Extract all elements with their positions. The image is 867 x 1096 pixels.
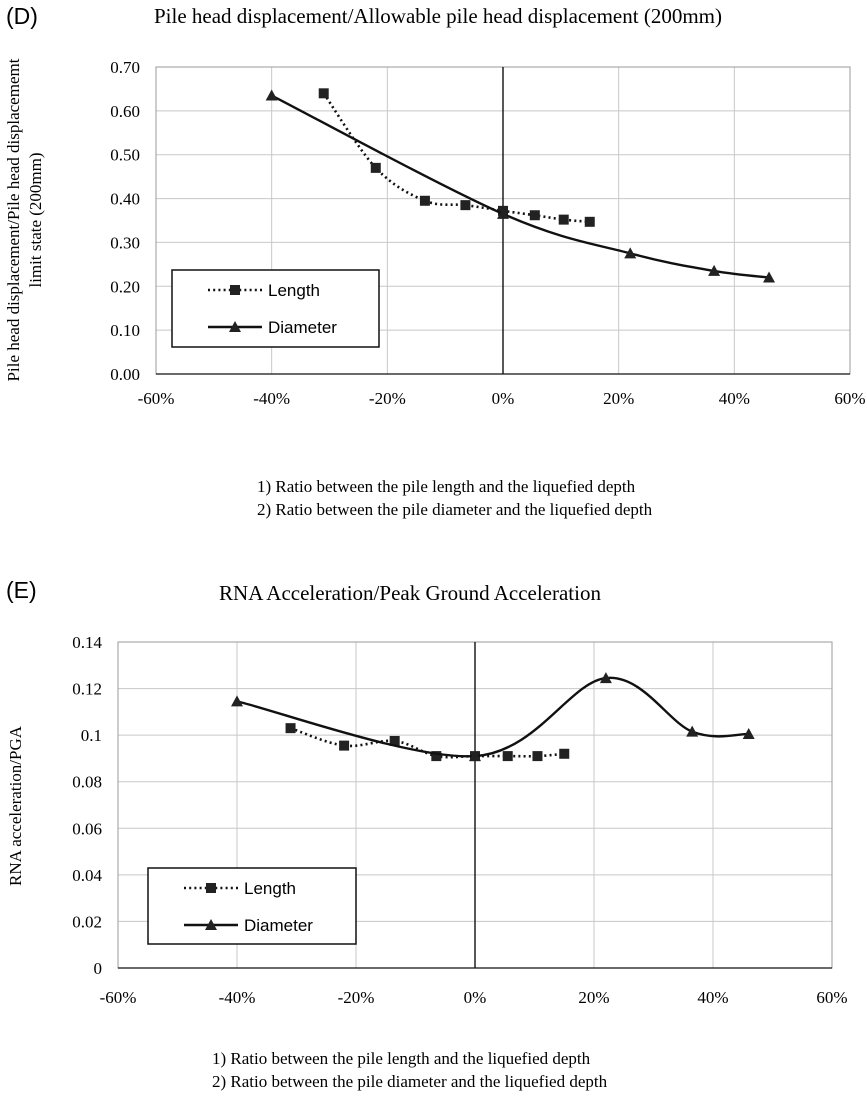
y-tick-label: 0: [94, 959, 103, 978]
y-tick-label: 0.10: [110, 321, 140, 340]
chart-title: Pile head displacement/Allowable pile he…: [154, 4, 722, 28]
series-line-diameter: [271, 94, 770, 279]
y-tick-label: 0.14: [72, 633, 102, 652]
data-point-length: [339, 740, 350, 751]
chart-panel-0: (D) Pile head displacement/Allowable pile…: [4, 3, 866, 519]
x-tick-label: 40%: [719, 389, 750, 408]
data-point-length: [460, 200, 471, 211]
data-point-diameter: [265, 89, 278, 101]
y-tick-label: 0.04: [72, 866, 102, 885]
y-tick-label: 0.00: [110, 365, 140, 384]
data-point-diameter: [469, 750, 481, 762]
y-tick-label: 0.02: [72, 912, 102, 931]
legend: Length Diameter: [171, 269, 380, 348]
x-tick-label: -40%: [253, 389, 290, 408]
data-point-diameter: [599, 672, 612, 684]
x-tick-label: -20%: [369, 389, 406, 408]
x-tick-label: 60%: [834, 389, 865, 408]
legend-label-diameter: Diameter: [268, 318, 337, 337]
data-point-diameter: [742, 727, 755, 739]
legend-marker-length: [206, 883, 216, 893]
chart-panel-1: (E) RNA Acceleration/Peak Ground Accelera…: [6, 577, 848, 1091]
data-point-length: [285, 723, 296, 734]
data-point-length: [502, 751, 513, 762]
series-line-diameter: [236, 676, 749, 758]
y-tick-label: 0.30: [110, 233, 140, 252]
data-point-length: [529, 210, 540, 221]
y-tick-label: 0.60: [110, 102, 140, 121]
legend-marker-length: [230, 285, 240, 295]
data-point-diameter: [231, 695, 243, 707]
legend-box: [147, 867, 357, 945]
y-tick-label: 0.06: [72, 819, 102, 838]
chart-title: RNA Acceleration/Peak Ground Acceleratio…: [219, 581, 601, 605]
y-axis-label: RNA acceleration/PGA: [6, 725, 25, 886]
legend: Length Diameter: [147, 867, 357, 945]
legend-label-length: Length: [244, 879, 296, 898]
data-point-length: [318, 88, 329, 99]
x-tick-label: -40%: [219, 988, 256, 1007]
y-tick-label: 0.08: [72, 773, 102, 792]
data-point-length: [559, 748, 570, 759]
data-point-diameter: [763, 271, 776, 283]
panel-label: (D): [6, 3, 38, 29]
x-tick-label: 0%: [492, 389, 515, 408]
footnote: 1) Ratio between the pile length and the…: [257, 477, 636, 496]
y-tick-label: 0.50: [110, 146, 140, 165]
footnote: 2) Ratio between the pile diameter and t…: [257, 500, 653, 519]
series-diameter: [265, 89, 776, 283]
x-tick-label: 40%: [697, 988, 728, 1007]
data-point-diameter: [708, 264, 721, 276]
series-diameter: [231, 672, 755, 762]
x-tick-label: -60%: [138, 389, 175, 408]
y-tick-label: 0.1: [81, 726, 102, 745]
series-line-length: [322, 92, 590, 224]
data-point-length: [532, 751, 543, 762]
data-point-length: [584, 216, 595, 227]
data-point-length: [389, 735, 400, 746]
y-tick-label: 0.12: [72, 680, 102, 699]
x-tick-label: -60%: [100, 988, 137, 1007]
legend-box: [171, 269, 380, 348]
data-point-length: [419, 195, 430, 206]
panel-label: (E): [6, 577, 37, 603]
data-point-diameter: [497, 207, 509, 219]
legend-label-diameter: Diameter: [244, 916, 313, 935]
y-tick-label: 0.20: [110, 277, 140, 296]
footnote: 2) Ratio between the pile diameter and t…: [212, 1072, 608, 1091]
y-tick-label: 0.40: [110, 190, 140, 209]
x-tick-label: 60%: [816, 988, 847, 1007]
data-point-diameter: [686, 725, 699, 737]
series-length: [318, 88, 595, 227]
x-tick-label: -20%: [338, 988, 375, 1007]
data-point-length: [558, 214, 569, 225]
data-point-diameter: [624, 247, 637, 259]
y-tick-label: 0.70: [110, 58, 140, 77]
y-axis-label: Pile head displacement/Pile head displac…: [4, 58, 23, 381]
footnote: 1) Ratio between the pile length and the…: [212, 1049, 591, 1068]
legend-marker-diameter: [229, 321, 241, 332]
x-tick-label: 20%: [603, 389, 634, 408]
data-point-length: [431, 751, 442, 762]
legend-marker-diameter: [205, 919, 217, 930]
x-tick-label: 0%: [464, 988, 487, 1007]
data-point-length: [370, 162, 381, 173]
y-axis-label: limit state (200mm): [26, 152, 45, 287]
legend-label-length: Length: [268, 281, 320, 300]
x-tick-label: 20%: [578, 988, 609, 1007]
